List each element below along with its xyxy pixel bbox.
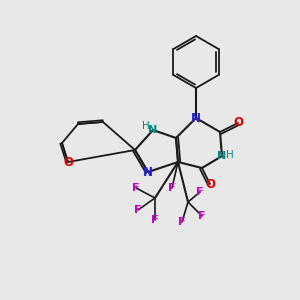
- Text: F: F: [198, 211, 206, 221]
- Text: O: O: [205, 178, 215, 190]
- Text: F: F: [168, 183, 176, 193]
- Text: N: N: [191, 112, 201, 124]
- Text: F: F: [134, 205, 142, 215]
- Text: H: H: [142, 121, 150, 131]
- Text: H: H: [226, 150, 234, 160]
- Text: O: O: [63, 155, 73, 169]
- Text: O: O: [233, 116, 243, 130]
- Text: F: F: [151, 215, 159, 225]
- Text: N: N: [148, 125, 158, 135]
- Text: F: F: [196, 187, 204, 197]
- Text: N: N: [218, 151, 226, 161]
- Text: F: F: [132, 183, 140, 193]
- Text: F: F: [178, 217, 186, 227]
- Text: N: N: [143, 166, 153, 178]
